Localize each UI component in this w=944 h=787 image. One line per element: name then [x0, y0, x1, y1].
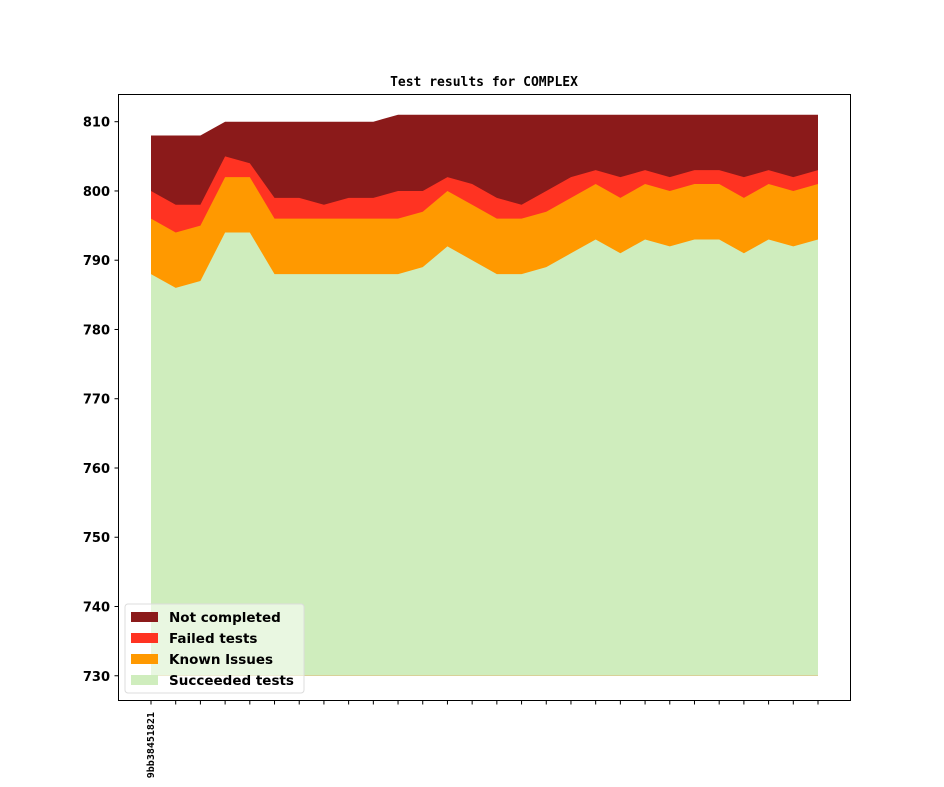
- legend-label-succeeded-tests: Succeeded tests: [169, 673, 294, 689]
- legend-swatch-not-completed: [131, 612, 158, 622]
- area-layer: [151, 114, 818, 676]
- y-tick-label: 760: [83, 462, 110, 477]
- plot-frame: [118, 94, 851, 701]
- legend-label-known-issues: Known Issues: [169, 652, 273, 668]
- y-tick-label: 780: [83, 323, 110, 338]
- y-tick-label: 770: [83, 393, 110, 408]
- legend-label-failed-tests: Failed tests: [169, 631, 257, 647]
- y-tick-label: 800: [83, 185, 110, 200]
- y-tick-label: 790: [83, 254, 110, 269]
- legend-label-not-completed: Not completed: [169, 610, 281, 626]
- area-succeeded-tests: [151, 232, 818, 676]
- chart-title: Test results for COMPLEX: [390, 75, 578, 90]
- legend: Not completed Failed tests Known Issues Suc…: [124, 603, 305, 694]
- legend-swatch-succeeded-tests: [131, 675, 158, 685]
- y-tick-label: 740: [83, 601, 110, 616]
- x-tick-label: 9bb38451821: [146, 712, 157, 778]
- x-axis: 9bb38451821: [146, 700, 819, 778]
- legend-swatch-known-issues: [131, 654, 158, 664]
- y-tick-label: 730: [83, 670, 110, 685]
- y-tick-label: 810: [83, 116, 110, 131]
- legend-swatch-failed-tests: [131, 633, 158, 643]
- y-axis: 730 740 750 760 770 780 790 800 810: [83, 116, 119, 685]
- legend-box: [124, 603, 305, 694]
- y-tick-label: 750: [83, 531, 110, 546]
